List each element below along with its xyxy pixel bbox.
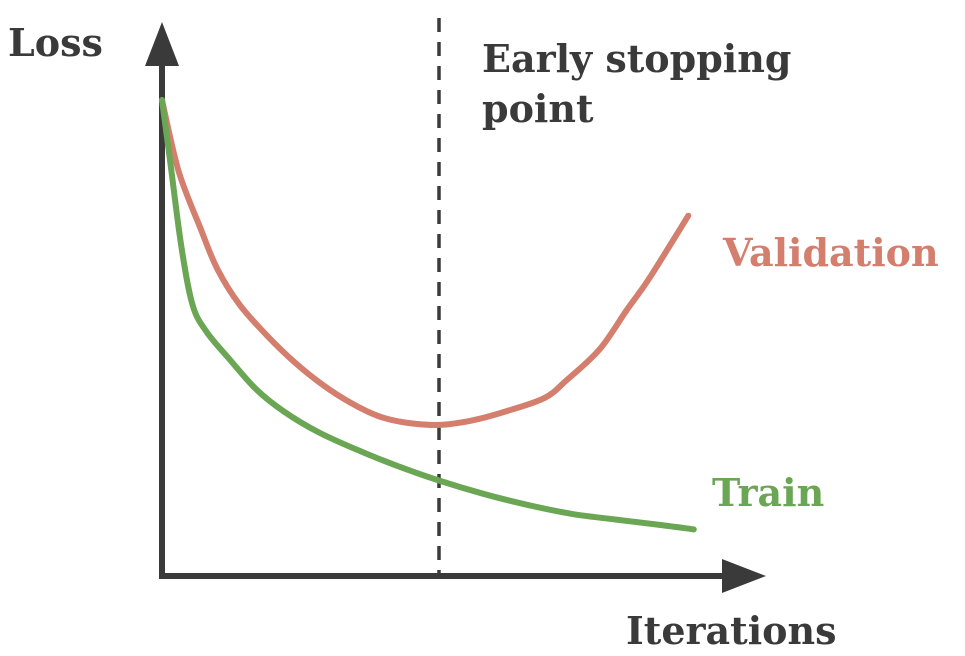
early-stopping-label-line2: point xyxy=(482,86,594,131)
x-axis-arrowhead xyxy=(722,559,766,593)
y-axis-label: Loss xyxy=(8,20,103,65)
x-axis-label: Iterations xyxy=(626,608,837,653)
train-series-label: Train xyxy=(712,470,824,515)
early-stopping-label-line1: Early stopping xyxy=(482,36,791,81)
validation-series-label: Validation xyxy=(722,230,939,275)
validation-loss-line xyxy=(159,97,692,428)
series-group xyxy=(159,97,697,533)
train-loss-line xyxy=(159,97,697,533)
y-axis-arrowhead xyxy=(145,22,179,66)
